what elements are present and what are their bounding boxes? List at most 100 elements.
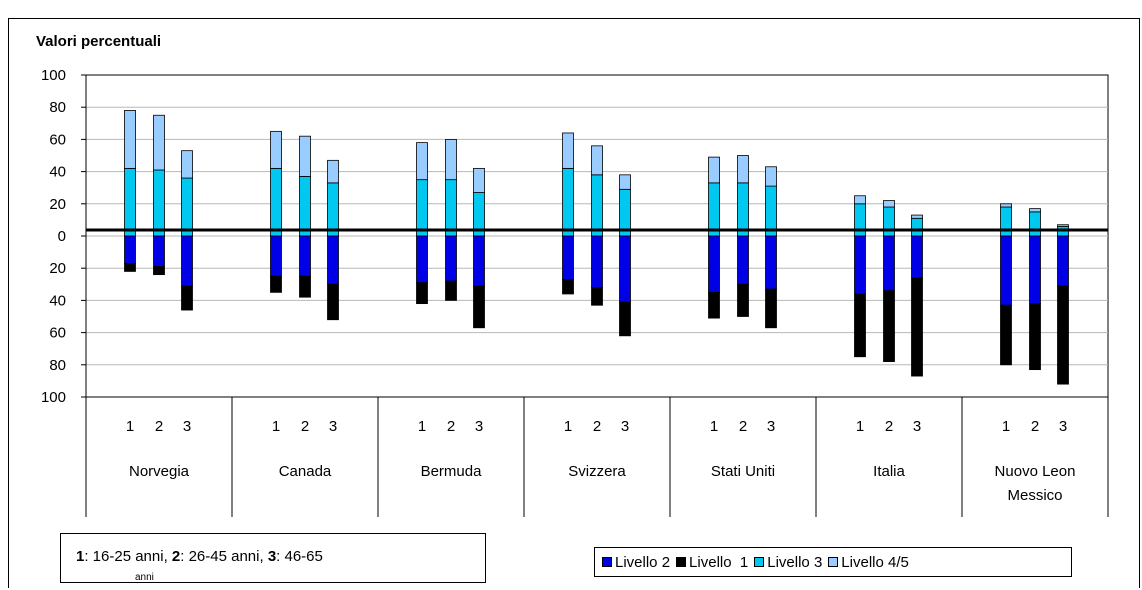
bar-livello-3: [562, 167, 574, 237]
bar-livello-2: [591, 235, 603, 288]
note-text-3: : 46-65: [276, 548, 323, 565]
x-subcategory-label: 2: [155, 418, 163, 435]
bar-livello-3: [327, 182, 339, 237]
bar-livello-2: [765, 235, 777, 290]
bar-livello-3: [1029, 211, 1041, 237]
bar-livello-2: [737, 235, 749, 285]
x-group-label: Italia: [873, 463, 905, 480]
bar-livello-1: [883, 290, 895, 362]
bar-livello-2: [270, 235, 282, 277]
bar-livello-1: [591, 287, 603, 306]
bar-livello-2: [1000, 235, 1012, 306]
y-tick-label: 60: [49, 131, 66, 148]
bar-livello-4-5: [591, 145, 603, 176]
bar-livello-4-5: [1057, 224, 1069, 227]
x-subcategory-label: 3: [183, 418, 191, 435]
bar-livello-2: [854, 235, 866, 295]
bar-livello-1: [1029, 303, 1041, 371]
y-tick-label: 100: [41, 67, 66, 84]
bar-livello-2: [708, 235, 720, 293]
bar-livello-4-5: [765, 166, 777, 187]
bar-livello-3: [445, 179, 457, 237]
y-tick-label: 100: [41, 389, 66, 406]
x-subcategory-label: 1: [1002, 418, 1010, 435]
bar-livello-2: [416, 235, 428, 284]
x-subcategory-label: 2: [1031, 418, 1039, 435]
bar-livello-1: [416, 282, 428, 305]
x-group-label: Norvegia: [129, 463, 190, 480]
legend-swatch: [602, 557, 612, 567]
bar-livello-3: [911, 217, 923, 237]
bar-livello-4-5: [153, 114, 165, 171]
x-subcategory-label: 2: [739, 418, 747, 435]
legend-item: Livello 1: [676, 554, 748, 571]
y-tick-label: 40: [49, 164, 66, 181]
bar-livello-3: [299, 176, 311, 237]
legend-item: Livello 2: [602, 554, 670, 571]
bar-livello-4-5: [270, 130, 282, 169]
legend-label: Livello 2: [615, 553, 671, 571]
bar-livello-4-5: [562, 132, 574, 169]
bar-livello-3: [124, 167, 136, 237]
bar-livello-2: [1057, 235, 1069, 287]
y-tick-label: 40: [49, 292, 66, 309]
x-group-label: Canada: [279, 463, 332, 480]
note-key-2: 2: [171, 548, 181, 565]
note-text-2: : 26-45 anni,: [180, 548, 268, 565]
bar-livello-1: [854, 293, 866, 358]
y-tick-label: 80: [49, 99, 66, 116]
bar-livello-4-5: [299, 135, 311, 177]
y-tick-label: 80: [49, 357, 66, 374]
bar-livello-1: [765, 288, 777, 329]
bar-livello-2: [445, 235, 457, 282]
x-subcategory-label: 3: [621, 418, 629, 435]
legend-item: Livello 4/5: [828, 554, 909, 571]
bar-livello-3: [181, 177, 193, 237]
bar-livello-4-5: [854, 195, 866, 205]
x-subcategory-label: 3: [475, 418, 483, 435]
chart-frame: [8, 18, 1140, 588]
legend-label: Livello 4/5: [841, 553, 909, 571]
bar-livello-1: [1000, 304, 1012, 366]
y-tick-label: 0: [58, 228, 66, 245]
bar-livello-1: [153, 266, 165, 276]
bar-livello-1: [1057, 285, 1069, 385]
bar-livello-1: [562, 279, 574, 295]
y-tick-label: 60: [49, 325, 66, 342]
bar-livello-2: [473, 235, 485, 287]
legend-label: Livello 1: [689, 553, 749, 571]
x-subcategory-label: 3: [913, 418, 921, 435]
x-subcategory-label: 1: [126, 418, 134, 435]
bar-livello-3: [153, 169, 165, 237]
bar-livello-2: [299, 235, 311, 277]
age-group-note: 1: 16-25 anni, 2: 26-45 anni, 3: 46-65 a…: [60, 533, 486, 583]
legend-item: Livello 3: [754, 554, 822, 571]
x-subcategory-label: 1: [418, 418, 426, 435]
bar-livello-4-5: [708, 156, 720, 184]
bar-livello-3: [270, 167, 282, 237]
bar-livello-3: [1000, 206, 1012, 237]
bar-livello-3: [883, 206, 895, 237]
bar-livello-4-5: [124, 110, 136, 169]
bar-livello-4-5: [619, 174, 631, 190]
bar-livello-2: [327, 235, 339, 285]
x-subcategory-label: 2: [593, 418, 601, 435]
legend-swatch: [676, 557, 687, 567]
bar-livello-1: [124, 262, 136, 272]
x-subcategory-label: 1: [856, 418, 864, 435]
bar-livello-2: [181, 235, 193, 287]
bar-livello-3: [737, 182, 749, 237]
x-subcategory-label: 1: [564, 418, 572, 435]
chart-legend: Livello 2 Livello 1 Livello 3 Livello 4/5: [594, 547, 1072, 577]
bar-livello-1: [911, 277, 923, 377]
bar-livello-3: [416, 179, 428, 237]
x-group-label: Nuovo Leon: [995, 463, 1076, 480]
bar-livello-2: [153, 235, 165, 267]
bar-livello-4-5: [911, 214, 923, 219]
bar-livello-1: [737, 283, 749, 317]
bar-livello-2: [911, 235, 923, 279]
x-subcategory-label: 3: [1059, 418, 1067, 435]
bar-livello-1: [181, 285, 193, 311]
legend-label: Livello 3: [767, 553, 823, 571]
